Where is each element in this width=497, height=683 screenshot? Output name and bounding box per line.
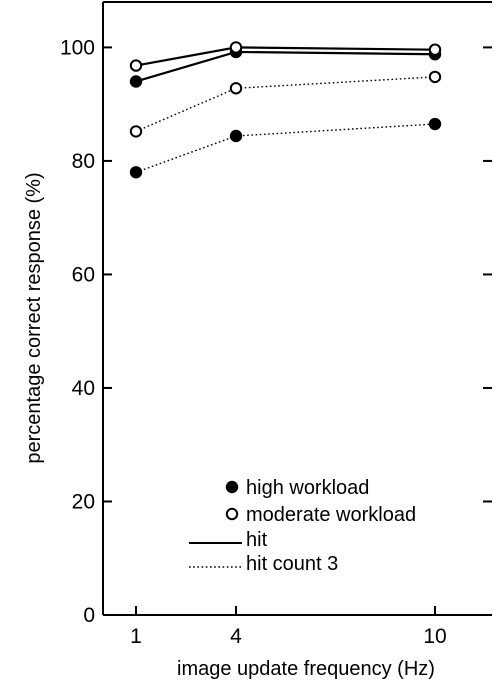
data-point-open bbox=[428, 43, 442, 56]
y-tick-label: 100 bbox=[60, 36, 95, 59]
data-point-open bbox=[229, 82, 243, 95]
x-tick-label: 4 bbox=[230, 625, 242, 648]
x-tick-label: 10 bbox=[423, 625, 446, 648]
series-group bbox=[129, 41, 442, 179]
legend-marker-open bbox=[225, 507, 239, 521]
data-point-open bbox=[129, 125, 143, 138]
y-tick-label: 0 bbox=[83, 604, 95, 627]
legend-label: hit count 3 bbox=[246, 553, 338, 575]
data-point-filled bbox=[229, 129, 243, 143]
legend-marker-filled bbox=[225, 480, 239, 494]
legend-label: hit bbox=[246, 529, 268, 551]
data-point-open bbox=[428, 70, 442, 84]
data-point-filled bbox=[428, 117, 442, 131]
x-axis-label: image update frequency (Hz) bbox=[177, 658, 435, 680]
x-tick-label: 1 bbox=[130, 625, 142, 648]
legend-label: moderate workload bbox=[246, 504, 416, 526]
series-line bbox=[135, 76, 436, 133]
series-high-hit-count-3 bbox=[129, 117, 442, 179]
series-moderate-hit bbox=[129, 41, 442, 72]
data-point-open bbox=[129, 59, 143, 72]
y-axis-label: percentage correct response (%) bbox=[23, 172, 45, 463]
data-point-open bbox=[229, 41, 243, 54]
axis-ticks: 0 20 40 60 80 100 1 4 10 bbox=[60, 36, 492, 648]
y-tick-label: 60 bbox=[72, 263, 95, 286]
plot-frame bbox=[102, 1, 492, 616]
y-tick-label: 40 bbox=[72, 377, 95, 400]
data-point-filled bbox=[129, 166, 143, 179]
series-high-hit bbox=[129, 45, 442, 88]
y-tick-label: 80 bbox=[72, 150, 95, 173]
data-point-filled bbox=[129, 75, 143, 88]
series-line bbox=[135, 123, 436, 173]
series-line bbox=[135, 46, 436, 67]
series-moderate-hit-count-3 bbox=[129, 70, 442, 138]
legend-label: high workload bbox=[246, 477, 369, 499]
y-tick-label: 20 bbox=[72, 490, 95, 513]
